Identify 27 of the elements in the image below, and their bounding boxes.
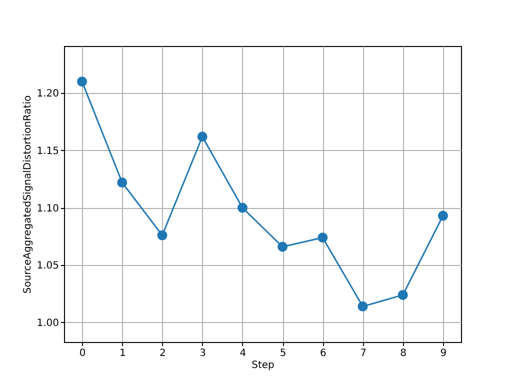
x-axis-title: Step <box>252 360 274 371</box>
x-tick-label: 5 <box>280 348 286 359</box>
x-tick-label: 7 <box>360 348 366 359</box>
point <box>157 230 168 240</box>
y-tick-label: 1.15 <box>36 146 59 157</box>
point <box>117 178 128 188</box>
x-tick-label: 0 <box>79 348 86 359</box>
y-tick-label: 1.20 <box>36 88 59 100</box>
point <box>318 232 328 243</box>
y-axis-title: SourceAggregatedSignalDistortionRatio <box>22 95 34 294</box>
x-tick-label: 2 <box>160 348 166 359</box>
point <box>197 132 208 142</box>
y-tick-label: 1.00 <box>36 318 59 329</box>
y-tick-label: 1.05 <box>36 260 59 272</box>
point <box>237 202 248 213</box>
x-tick-label: 9 <box>440 348 447 359</box>
point <box>358 301 368 312</box>
y-tick-label: 1.10 <box>36 203 59 214</box>
x-tick-label: 6 <box>320 348 326 359</box>
x-tick-label: 4 <box>240 348 246 359</box>
point <box>77 76 88 87</box>
point <box>438 210 448 221</box>
x-tick-label: 3 <box>200 348 206 359</box>
x-tick-label: 1 <box>119 348 126 359</box>
point <box>398 290 408 300</box>
point <box>278 242 288 252</box>
x-tick-label: 8 <box>400 348 407 359</box>
